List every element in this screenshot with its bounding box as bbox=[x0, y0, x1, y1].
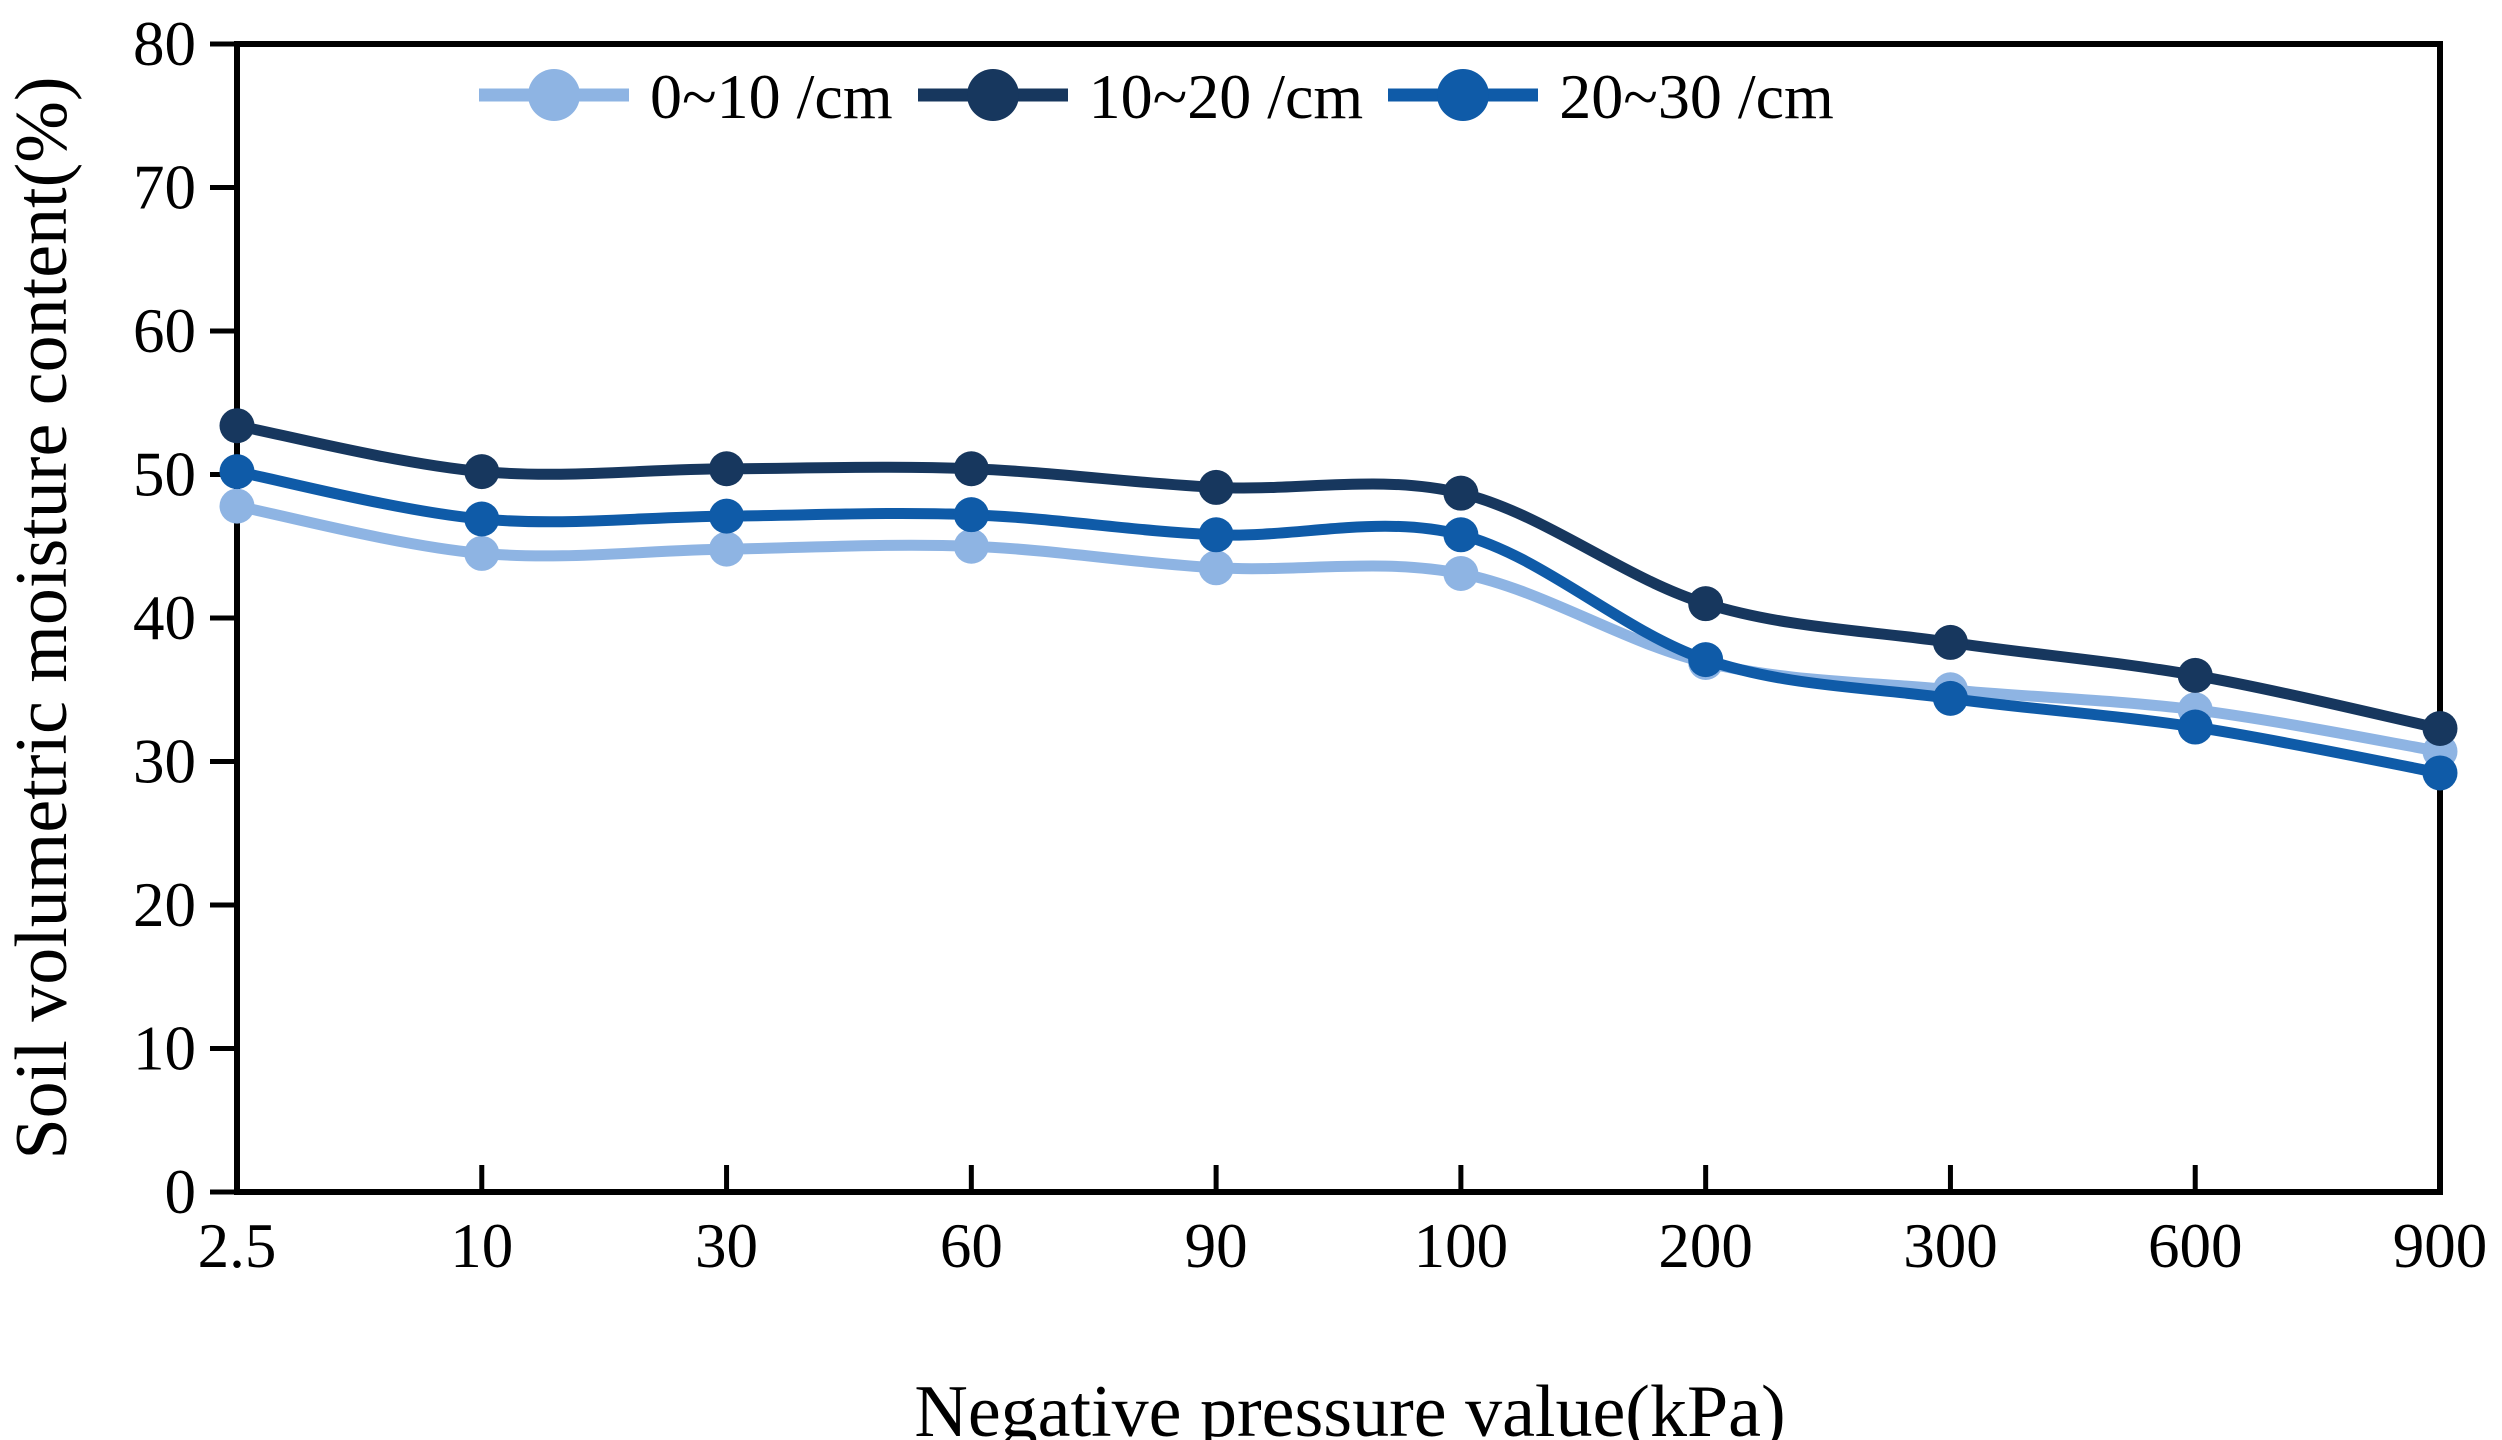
data-point-marker bbox=[219, 408, 255, 444]
data-point-marker bbox=[219, 454, 255, 490]
series-line bbox=[231, 500, 2446, 757]
y-tick-label: 10 bbox=[133, 1014, 196, 1084]
data-point-marker bbox=[953, 528, 989, 564]
y-tick-label: 50 bbox=[133, 440, 196, 510]
axis-frame bbox=[234, 41, 2443, 1195]
x-tick-label: 60 bbox=[940, 1211, 1003, 1281]
y-axis-title: Soil volumetric moisture content(%) bbox=[1, 76, 83, 1160]
legend-label: 0~10 /cm bbox=[650, 61, 893, 132]
y-tick-label: 40 bbox=[133, 583, 196, 653]
x-tick-label: 30 bbox=[695, 1211, 758, 1281]
data-point-marker bbox=[464, 501, 500, 537]
data-point-marker bbox=[2177, 657, 2213, 693]
data-point-marker bbox=[1443, 517, 1479, 553]
data-point-marker bbox=[953, 497, 989, 533]
x-tick-label: 2.5 bbox=[198, 1211, 277, 1281]
y-tick-label: 20 bbox=[133, 870, 196, 940]
data-point-marker bbox=[1932, 680, 1968, 716]
data-point-marker bbox=[2177, 709, 2213, 745]
data-point-marker bbox=[219, 488, 255, 524]
x-tick-label: 900 bbox=[2393, 1211, 2488, 1281]
data-point-marker bbox=[2422, 755, 2458, 791]
series-line bbox=[231, 466, 2446, 779]
legend-label: 10~20 /cm bbox=[1088, 61, 1364, 132]
legend-item-10-20: 10~20 /cm bbox=[917, 61, 1364, 132]
data-point-marker bbox=[709, 498, 745, 534]
data-point-marker bbox=[1688, 586, 1724, 622]
x-tick-label: 300 bbox=[1903, 1211, 1998, 1281]
data-point-marker bbox=[1443, 475, 1479, 511]
y-tick-label: 80 bbox=[133, 9, 196, 79]
data-point-marker bbox=[1688, 642, 1724, 678]
data-point-marker bbox=[709, 451, 745, 487]
data-point-marker bbox=[709, 531, 745, 567]
series-line bbox=[231, 420, 2446, 734]
data-point-marker bbox=[1198, 517, 1234, 553]
x-tick-label: 200 bbox=[1658, 1211, 1753, 1281]
legend-item-0-10: 0~10 /cm bbox=[478, 61, 893, 129]
legend-item-20-30: 20~30 /cm bbox=[1387, 61, 1834, 129]
x-tick-label: 600 bbox=[2148, 1211, 2243, 1281]
x-tick-label: 90 bbox=[1185, 1211, 1248, 1281]
legend-marker-icon bbox=[1388, 69, 1539, 121]
y-tick-label: 30 bbox=[133, 727, 196, 797]
x-tick-label: 10 bbox=[450, 1211, 513, 1281]
y-tick-label: 60 bbox=[133, 296, 196, 366]
data-point-marker bbox=[464, 454, 500, 490]
data-point-marker bbox=[2422, 710, 2458, 746]
y-tick-label: 70 bbox=[133, 153, 196, 223]
y-tick-label: 0 bbox=[165, 1157, 197, 1227]
data-point-marker bbox=[1932, 624, 1968, 660]
legend-label: 20~30 /cm bbox=[1559, 61, 1834, 132]
legend: 0~10 /cm 10~20 /cm 20~30 /cm bbox=[478, 60, 1834, 130]
data-point-marker bbox=[1198, 550, 1234, 586]
x-tick-label: 100 bbox=[1414, 1211, 1509, 1281]
data-point-marker bbox=[1198, 469, 1234, 505]
data-point-marker bbox=[1443, 556, 1479, 592]
data-point-marker bbox=[953, 451, 989, 487]
legend-marker-icon bbox=[917, 69, 1068, 121]
x-axis-title: Negative pressure value(kPa) bbox=[914, 1371, 1786, 1440]
legend-marker-icon bbox=[479, 69, 629, 121]
data-point-marker bbox=[464, 535, 500, 571]
